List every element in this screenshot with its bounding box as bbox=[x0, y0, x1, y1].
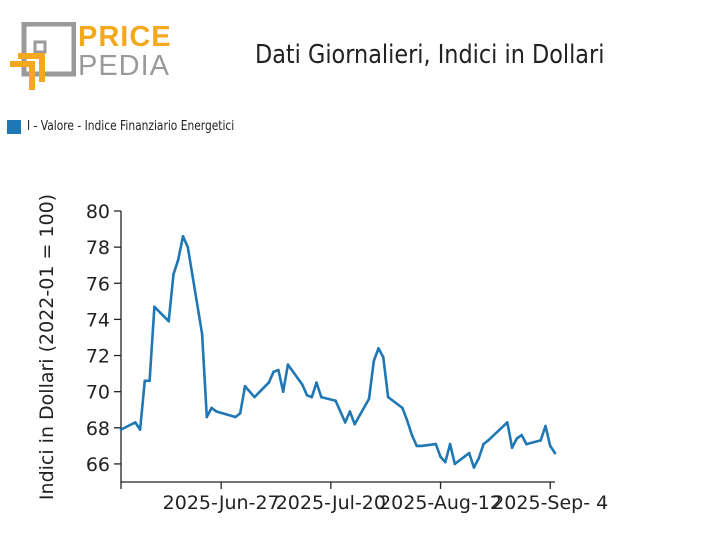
data-point bbox=[334, 399, 337, 403]
data-point bbox=[525, 442, 528, 446]
x-tick-label: 2025-Aug-12 bbox=[379, 492, 502, 514]
y-axis: 66 68 70 72 74 76 78 80 bbox=[86, 201, 122, 482]
data-point bbox=[472, 466, 476, 469]
data-point bbox=[377, 347, 380, 350]
y-tick-label: 70 bbox=[86, 382, 110, 404]
x-tick-label: 2025-Jul-20 bbox=[276, 492, 386, 514]
data-point bbox=[434, 442, 438, 446]
data-point bbox=[205, 415, 209, 419]
data-point bbox=[372, 359, 376, 363]
chart-legend: I - Valore - Indice Finanziario Energeti… bbox=[7, 119, 280, 134]
data-point bbox=[544, 424, 547, 428]
data-point bbox=[134, 421, 137, 424]
logo-text-price: PRICE bbox=[78, 21, 172, 53]
logo-text-pedia: PEDIA bbox=[78, 50, 171, 82]
data-point bbox=[410, 433, 414, 437]
data-point bbox=[515, 437, 519, 440]
pricepedia-logo-mark bbox=[10, 21, 77, 90]
data-point bbox=[277, 368, 280, 372]
data-point bbox=[153, 305, 156, 309]
data-point bbox=[143, 379, 147, 383]
data-point bbox=[405, 419, 409, 422]
data-point bbox=[506, 421, 509, 424]
y-tick-label: 74 bbox=[86, 309, 110, 331]
pricepedia-logo: PRICE PEDIA bbox=[8, 21, 171, 92]
data-point bbox=[138, 428, 142, 431]
data-point bbox=[420, 444, 423, 448]
data-point bbox=[486, 439, 490, 442]
data-point bbox=[382, 356, 385, 359]
data-point bbox=[482, 442, 485, 446]
series-layer bbox=[119, 235, 557, 469]
data-point bbox=[315, 381, 318, 384]
data-point bbox=[300, 383, 304, 386]
x-axis: 2025-Jun-272025-Jul-202025-Aug-122025-Se… bbox=[120, 481, 608, 514]
data-point bbox=[281, 390, 285, 394]
data-point bbox=[439, 455, 442, 459]
y-tick-label: 80 bbox=[86, 201, 110, 223]
data-point bbox=[267, 381, 271, 384]
legend-label: I - Valore - Indice Finanziario Energeti… bbox=[27, 119, 235, 134]
data-point bbox=[286, 363, 290, 366]
y-tick-label: 76 bbox=[86, 273, 110, 295]
series-line bbox=[120, 235, 557, 469]
y-tick-label: 78 bbox=[86, 237, 110, 259]
y-tick-label: 72 bbox=[86, 346, 110, 368]
data-point bbox=[467, 451, 471, 455]
data-point bbox=[253, 395, 256, 399]
data-point bbox=[453, 462, 457, 466]
data-point bbox=[353, 422, 357, 426]
data-point bbox=[310, 395, 314, 399]
y-axis-label: Indici in Dollari (2022-01 = 100) bbox=[36, 194, 58, 500]
legend-swatch bbox=[7, 119, 21, 134]
x-tick-label: 2025-Sep- 4 bbox=[492, 492, 608, 514]
data-point bbox=[148, 379, 151, 383]
data-point bbox=[238, 412, 242, 415]
data-point bbox=[181, 235, 185, 238]
data-point bbox=[444, 460, 447, 464]
data-point bbox=[186, 245, 190, 249]
data-point bbox=[243, 384, 247, 388]
data-point bbox=[200, 332, 204, 336]
data-point bbox=[320, 395, 323, 399]
data-point bbox=[172, 272, 175, 276]
data-point bbox=[215, 410, 218, 413]
data-point bbox=[477, 457, 481, 460]
data-point bbox=[305, 394, 309, 397]
data-point bbox=[510, 446, 514, 450]
data-point bbox=[520, 433, 523, 437]
data-point bbox=[448, 442, 452, 446]
data-point bbox=[210, 406, 213, 410]
data-point bbox=[176, 258, 180, 262]
data-point bbox=[415, 444, 419, 448]
data-point bbox=[367, 397, 371, 401]
y-tick-label: 66 bbox=[86, 454, 110, 476]
data-point bbox=[167, 319, 170, 323]
data-point bbox=[401, 406, 404, 410]
data-point bbox=[343, 421, 347, 424]
y-tick-label: 68 bbox=[86, 418, 110, 440]
data-point bbox=[348, 410, 352, 413]
chart-title: Dati Giornalieri, Indici in Dollari bbox=[255, 40, 605, 70]
data-point bbox=[553, 451, 557, 455]
data-point bbox=[119, 428, 123, 431]
data-point bbox=[272, 370, 275, 374]
data-point bbox=[386, 395, 390, 399]
data-point bbox=[548, 444, 552, 448]
data-point bbox=[234, 415, 237, 419]
x-tick-label: 2025-Jun-27 bbox=[163, 492, 280, 514]
data-point bbox=[539, 439, 542, 442]
